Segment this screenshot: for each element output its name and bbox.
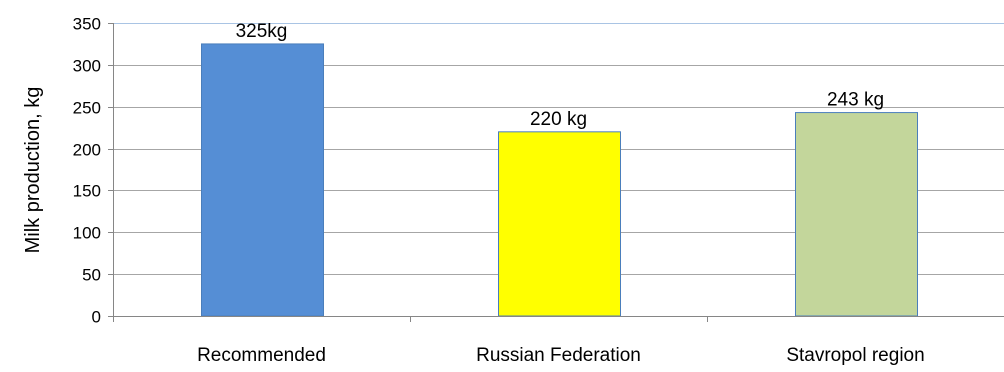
bar: [201, 43, 324, 317]
bars: [201, 43, 918, 317]
y-tick-label: 350: [73, 15, 101, 34]
y-tick-label: 50: [82, 266, 101, 285]
bar: [795, 112, 918, 317]
y-tick-label: 250: [73, 99, 101, 118]
bar: [498, 131, 621, 317]
data-label: 325kg: [236, 21, 288, 42]
data-label: 220 kg: [530, 109, 587, 130]
y-tick-label: 200: [73, 141, 101, 160]
y-axis-title: Milk production, kg: [22, 87, 44, 254]
y-tick-label: 0: [92, 308, 101, 327]
x-tick-label: Stavropol region: [786, 345, 924, 366]
y-tick-label: 100: [73, 224, 101, 243]
x-tick-label: Russian Federation: [476, 345, 641, 366]
y-tick-label: 300: [73, 57, 101, 76]
labels: 0 50 100 150 200 250 300 350 325kg Recommended 220…: [73, 15, 925, 367]
x-tick-label: Recommended: [197, 345, 326, 366]
data-label: 243 kg: [827, 90, 884, 111]
y-tick-label: 150: [73, 182, 101, 201]
axes: [108, 23, 1004, 322]
